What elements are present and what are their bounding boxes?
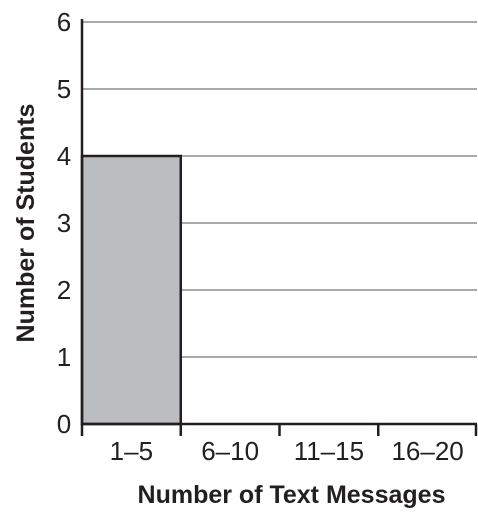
x-tick-label-2: 6–10 [201,436,259,466]
y-tick-label-0: 0 [57,409,71,439]
bar-1–5 [80,154,182,426]
x-tick-label-3: 11–15 [294,436,364,466]
y-tick-labels: 0 1 2 3 4 5 6 [57,7,71,439]
x-ticks [80,424,478,436]
x-axis-title: Number of Text Messages [138,481,446,509]
bars [80,154,182,426]
x-tick-labels: 1–5 6–10 11–15 16–20 [110,436,464,466]
y-tick-label-1: 1 [57,342,71,372]
x-tick-label-4: 16–20 [391,436,463,466]
y-tick-label-4: 4 [57,141,71,171]
x-tick-label-1: 1–5 [110,436,153,466]
y-tick-label-2: 2 [57,275,71,305]
y-tick-label-5: 5 [57,74,71,104]
y-tick-label-6: 6 [57,7,71,37]
y-tick-label-3: 3 [57,208,71,238]
y-axis-title: Number of Students [12,104,40,343]
